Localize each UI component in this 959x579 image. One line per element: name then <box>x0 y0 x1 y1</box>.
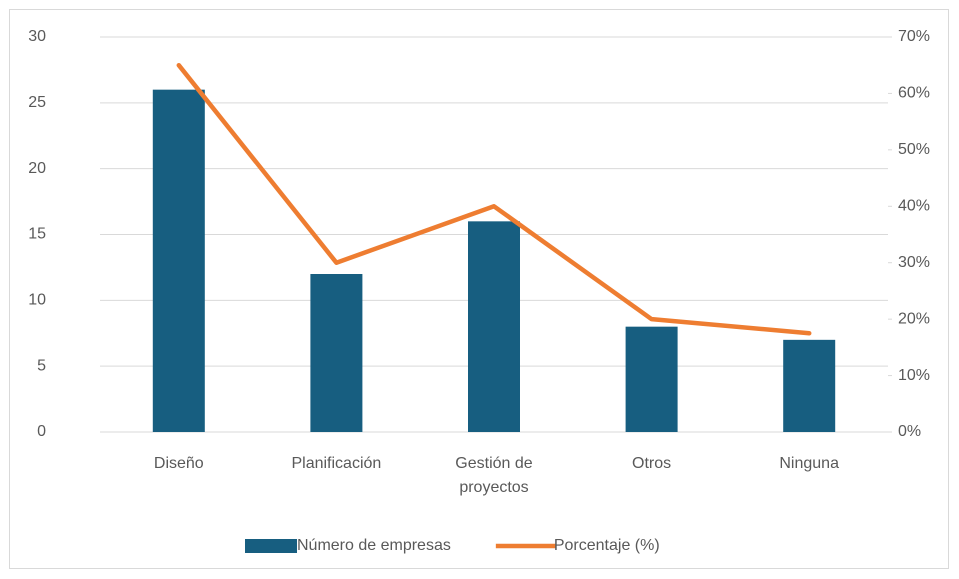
y2-tick-label: 60% <box>898 85 930 102</box>
legend-label: Porcentaje (%) <box>554 537 660 554</box>
y-tick-label: 5 <box>37 357 46 374</box>
x-tick-label: Planificación <box>291 455 382 472</box>
bar <box>783 339 836 432</box>
y2-tick-label: 20% <box>898 310 930 327</box>
y2-tick-label: 40% <box>898 198 930 215</box>
x-tick-label: Diseño <box>153 455 204 472</box>
bar <box>152 89 205 433</box>
x-tick-label: Gestión de proyectos <box>455 455 533 496</box>
y2-tick-label: 50% <box>898 141 930 158</box>
y2-tick-label: 70% <box>898 28 930 45</box>
bar <box>310 274 363 432</box>
x-tick-label: Otros <box>632 455 672 472</box>
legend-label: Número de empresas <box>297 537 451 554</box>
y2-tick-label: 10% <box>898 367 930 384</box>
bar <box>625 326 678 432</box>
y-tick-label: 0 <box>37 423 46 440</box>
y-tick-label: 15 <box>28 226 46 243</box>
x-tick-label: Ninguna <box>779 455 839 472</box>
y2-tick-label: 0% <box>898 423 921 440</box>
y-tick-label: 30 <box>28 28 46 45</box>
y-tick-label: 10 <box>28 292 46 309</box>
y-tick-label: 20 <box>28 160 46 177</box>
line <box>176 62 812 336</box>
y2-tick-label: 30% <box>898 254 930 271</box>
bar <box>468 221 520 432</box>
legend-swatch <box>245 539 297 553</box>
y-tick-label: 25 <box>28 94 46 111</box>
